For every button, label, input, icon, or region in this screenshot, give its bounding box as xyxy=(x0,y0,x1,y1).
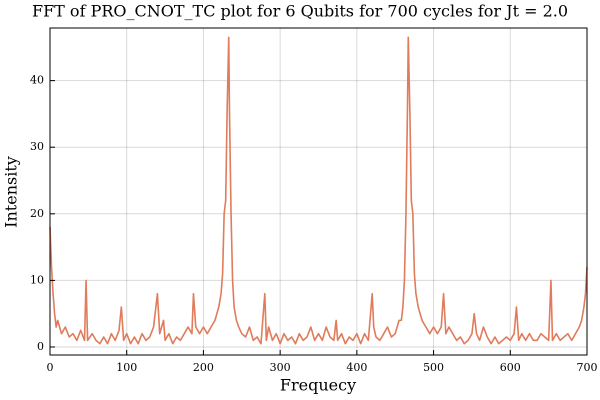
x-tick-label: 300 xyxy=(270,361,291,374)
x-tick-label: 600 xyxy=(500,361,521,374)
plot-marks xyxy=(49,36,588,345)
grid xyxy=(49,28,588,355)
y-tick-label: 0 xyxy=(37,340,44,353)
x-tick-label: 100 xyxy=(116,361,137,374)
y-axis-label: Intensity xyxy=(2,156,21,228)
x-tick-label: 500 xyxy=(423,361,444,374)
x-tick-label: 400 xyxy=(346,361,367,374)
chart-title: FFT of PRO_CNOT_TC plot for 6 Qubits for… xyxy=(32,2,568,21)
y-tick-label: 30 xyxy=(30,140,44,153)
x-axis-label: Frequecy xyxy=(280,376,356,395)
data-line xyxy=(49,36,588,345)
plot-frame xyxy=(49,27,588,356)
y-tick-label: 10 xyxy=(30,273,44,286)
x-tick-label: 200 xyxy=(193,361,214,374)
y-tick-label: 20 xyxy=(30,207,44,220)
x-tick-label: 0 xyxy=(47,361,54,374)
y-tick-label: 40 xyxy=(30,74,44,87)
x-tick-label: 700 xyxy=(577,361,598,374)
